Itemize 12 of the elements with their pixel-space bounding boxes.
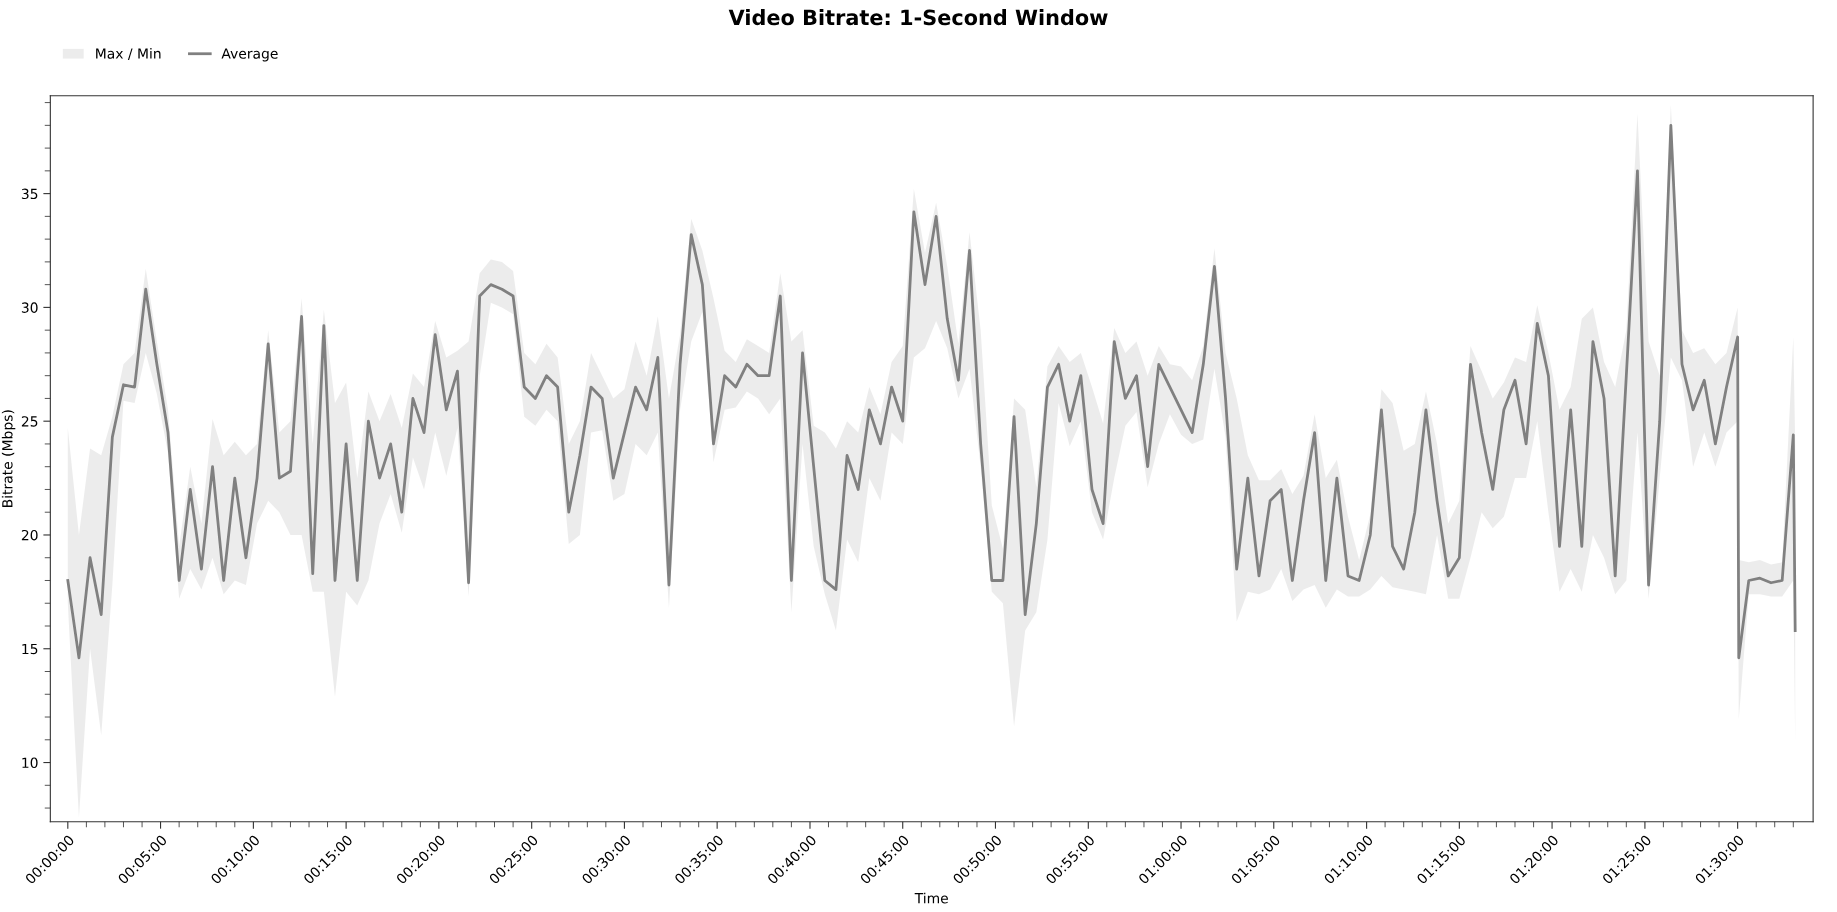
y-tick-label: 30 xyxy=(21,302,38,313)
y-tick-label: 15 xyxy=(22,643,38,655)
y-tick-label: 25 xyxy=(21,416,38,427)
x-axis-title: Time xyxy=(914,892,948,904)
y-tick-label: 20 xyxy=(21,529,38,541)
y-axis-title: Bitrate (Mbps) xyxy=(1,410,16,507)
chart-title: Video Bitrate: 1-Second Window xyxy=(728,9,1108,26)
y-tick-label: 10 xyxy=(22,757,38,769)
text: Max / Min xyxy=(96,48,161,60)
line-series xyxy=(66,123,1797,660)
legend-label: Average xyxy=(221,48,278,62)
y-tick-label: 35 xyxy=(21,188,38,200)
